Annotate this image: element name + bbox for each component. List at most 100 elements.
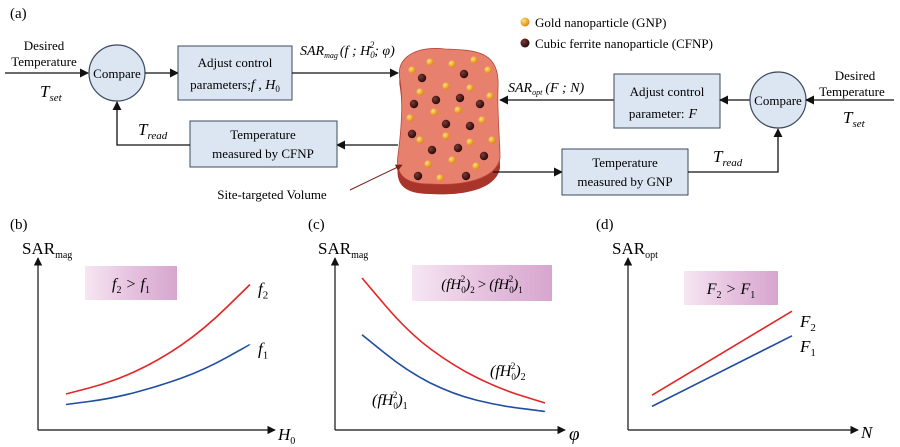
right-measure-line2: measured by GNP [577, 174, 672, 189]
gold-nanoparticle [488, 136, 496, 144]
right-adjust-line1: Adjust control [630, 84, 705, 99]
panel-label-a: (a) [10, 6, 27, 22]
ferrite-nanoparticle [465, 121, 475, 131]
gold-nanoparticle [430, 108, 438, 116]
ferrite-nanoparticle [427, 145, 437, 155]
gold-nanoparticle [416, 136, 424, 144]
legend-gold-label: Gold nanoparticle (GNP) [535, 15, 666, 30]
chart-b-series-2-line [65, 283, 251, 395]
chart-d-ylabel: SARopt [612, 239, 658, 261]
ferrite-nanoparticle [479, 151, 489, 161]
chart-c-series-2-line [361, 277, 546, 404]
volume-label: Site-targeted Volume [217, 187, 327, 202]
panel-label-d: (d) [596, 217, 614, 233]
gold-nanoparticle [454, 106, 462, 114]
chart-b-series-1-line [65, 343, 251, 406]
gold-nanoparticle [448, 156, 456, 164]
left-feedback-arrow [112, 101, 190, 146]
ferrite-nanoparticle [431, 95, 441, 105]
left-measure-line2: measured by CFNP [212, 146, 314, 161]
right-adjust-line2: parameter: F [629, 106, 698, 122]
chart-c-xlabel: φ [569, 424, 580, 445]
left-sar-label: SARmag (f ; H02; φ) [300, 40, 395, 60]
gold-nanoparticle [484, 66, 492, 74]
gold-nanoparticle [442, 132, 450, 140]
left-desired-line2: Temperature [11, 54, 77, 69]
chart-c-annotation-box [412, 265, 552, 301]
left-desired-line1: Desired [24, 38, 65, 53]
chart-d-xlabel: N [860, 423, 874, 442]
gold-nanoparticle [416, 88, 424, 96]
right-desired-line2: Temperature [819, 84, 885, 99]
right-tset: Tset [843, 108, 866, 130]
gold-nanoparticle [442, 82, 450, 90]
ferrite-nanoparticle [407, 129, 417, 139]
left-measure-line1: Temperature [230, 127, 296, 142]
right-sar-label: SARopt (F ; N) [508, 81, 585, 97]
left-adjust-box [177, 45, 293, 101]
ferrite-nanoparticle [413, 171, 423, 181]
ferrite-nanoparticle [475, 99, 485, 109]
chart-b-ylabel: SARmag [22, 239, 72, 261]
right-tread: Tread [713, 147, 743, 169]
chart-c-series-label-2: (fH02)2 [490, 361, 526, 383]
chart-d-series-2-line [651, 310, 793, 396]
chart-b-series-1-label: f1 [258, 340, 268, 362]
nanoparticles [406, 56, 496, 182]
chart-c-series-1-line [361, 334, 546, 413]
left-tset: Tset [40, 82, 63, 104]
right-measure-line1: Temperature [592, 155, 658, 170]
volume-top [397, 48, 501, 185]
chart-c-plot [361, 277, 546, 413]
chart-d-series-1-label: F1 [799, 337, 816, 359]
chart-b-xlabel: H0 [277, 425, 295, 447]
gold-nanoparticle [406, 114, 414, 122]
chart-d-series-1-line [651, 335, 793, 408]
right-desired-line1: Desired [835, 68, 876, 83]
gold-nanoparticle [426, 58, 434, 66]
chart-b-series-2-label: f2 [258, 280, 268, 302]
right-measure-box [561, 148, 689, 196]
chart-c-annotation: (fH02)2 > (fH02)1 [441, 274, 522, 295]
legend-ferrite-marker [520, 38, 530, 48]
ferrite-nanoparticle [455, 93, 465, 103]
chart-b-annotation: f2 > f1 [112, 276, 150, 296]
ferrite-nanoparticle [417, 73, 427, 83]
chart-d-annotation-box [684, 271, 778, 305]
chart-d-annotation: F2 > F1 [706, 281, 756, 301]
chart-c-series-label-1: (fH02)1 [372, 390, 408, 412]
chart-b: (b) SARmag H0 f2 > f1 f2 f1 [10, 217, 295, 447]
right-feedback-arrow [688, 128, 783, 173]
chart-b-plot: f2 f1 [65, 280, 268, 406]
legend-gold-marker [520, 17, 530, 27]
gold-nanoparticle [424, 160, 432, 168]
gold-nanoparticle [408, 66, 416, 74]
right-adjust-box [613, 73, 721, 129]
volume-label-pointer [349, 164, 403, 191]
legend-ferrite-label: Cubic ferrite nanoparticle (CFNP) [535, 36, 713, 51]
gold-nanoparticle [486, 92, 494, 100]
ferrite-nanoparticle [459, 69, 469, 79]
gold-nanoparticle [466, 84, 474, 92]
gold-nanoparticle [448, 60, 456, 68]
left-compare-label: Compare [93, 66, 141, 81]
panel-label-b: (b) [10, 217, 28, 233]
left-adjust-line2: parameters;f , H0 [190, 77, 280, 94]
left-adjust-line1: Adjust control [198, 55, 273, 70]
ferrite-nanoparticle [409, 99, 419, 109]
gold-nanoparticle [472, 162, 480, 170]
ferrite-nanoparticle [453, 143, 463, 153]
gold-nanoparticle [466, 138, 474, 146]
ferrite-nanoparticle [461, 171, 471, 181]
left-tread: Tread [138, 120, 168, 142]
right-compare-label: Compare [754, 93, 802, 108]
ferrite-nanoparticle [441, 119, 451, 129]
gold-nanoparticle [470, 56, 478, 64]
chart-b-annotation-box [85, 266, 177, 300]
chart-c-ylabel: SARmag [318, 239, 368, 261]
gold-nanoparticle [436, 174, 444, 182]
left-measure-box [189, 120, 338, 168]
panel-label-c: (c) [308, 217, 325, 233]
